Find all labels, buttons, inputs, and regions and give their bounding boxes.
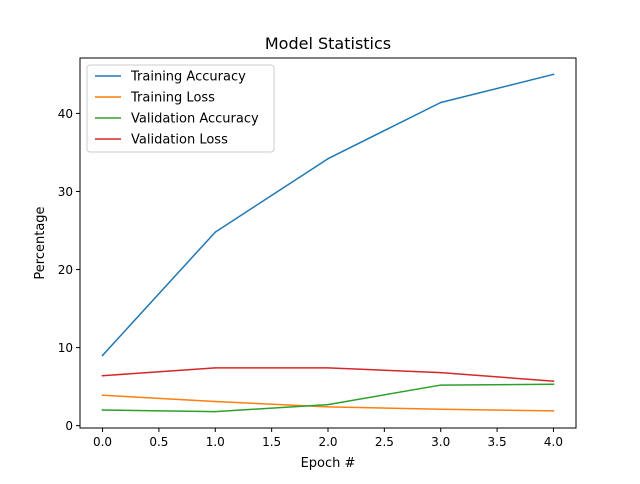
data-point — [214, 410, 217, 413]
x-tick-label: 1.5 — [262, 435, 281, 449]
x-tick-label: 4.0 — [544, 435, 563, 449]
data-point — [552, 73, 555, 76]
y-axis: 0 10 20 30 40 — [58, 107, 80, 433]
x-tick-label: 0.0 — [93, 435, 112, 449]
data-point — [214, 400, 217, 403]
x-axis-label: Epoch # — [301, 456, 356, 471]
chart-title: Model Statistics — [265, 34, 391, 53]
chart-legend: Training Accuracy Training Loss Validation… — [86, 64, 275, 153]
x-tick-label: 3.0 — [431, 435, 450, 449]
legend-label: Validation Accuracy — [131, 112, 259, 127]
data-point — [439, 101, 442, 104]
legend-label: Training Loss — [130, 91, 215, 106]
data-point — [101, 394, 104, 396]
series-layer — [101, 73, 555, 413]
legend-label: Training Accuracy — [130, 70, 246, 85]
y-axis-label: Percentage — [33, 206, 48, 279]
y-tick-label: 20 — [58, 263, 73, 277]
x-tick-label: 3.5 — [488, 435, 507, 449]
x-tick-label: 0.5 — [149, 435, 168, 449]
y-tick-label: 10 — [58, 341, 73, 355]
data-point — [439, 384, 442, 386]
data-point — [439, 371, 442, 374]
data-point — [214, 367, 217, 369]
data-point — [101, 374, 104, 377]
data-point — [101, 354, 104, 357]
data-point — [327, 406, 329, 408]
data-point — [552, 380, 555, 382]
y-tick-label: 30 — [58, 185, 73, 199]
x-axis: 0.0 0.5 1.0 1.5 2.0 2.5 3.0 3.5 4.0 — [93, 428, 563, 449]
data-point — [327, 367, 329, 369]
data-point — [439, 408, 442, 411]
legend-box — [86, 64, 275, 153]
data-point — [101, 409, 104, 411]
x-tick-label: 1.0 — [206, 435, 225, 449]
data-point — [552, 410, 555, 412]
data-point — [327, 157, 329, 160]
legend-label: Validation Loss — [131, 133, 228, 148]
x-tick-label: 2.5 — [375, 435, 394, 449]
data-point — [327, 403, 329, 406]
data-point — [214, 231, 217, 233]
x-tick-label: 2.0 — [318, 435, 337, 449]
data-point — [552, 383, 555, 386]
y-tick-label: 0 — [65, 419, 73, 433]
y-tick-label: 40 — [58, 107, 73, 121]
